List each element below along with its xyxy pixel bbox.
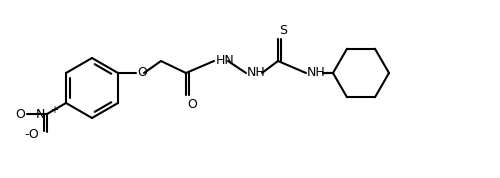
Text: S: S (279, 24, 287, 37)
Text: NH: NH (307, 67, 326, 80)
Text: -O: -O (24, 127, 39, 140)
Text: HN: HN (216, 54, 234, 67)
Text: O: O (137, 67, 147, 80)
Text: N: N (36, 108, 45, 121)
Text: O: O (15, 108, 25, 121)
Text: NH: NH (247, 67, 266, 80)
Text: O: O (187, 98, 197, 111)
Text: +: + (50, 105, 58, 115)
